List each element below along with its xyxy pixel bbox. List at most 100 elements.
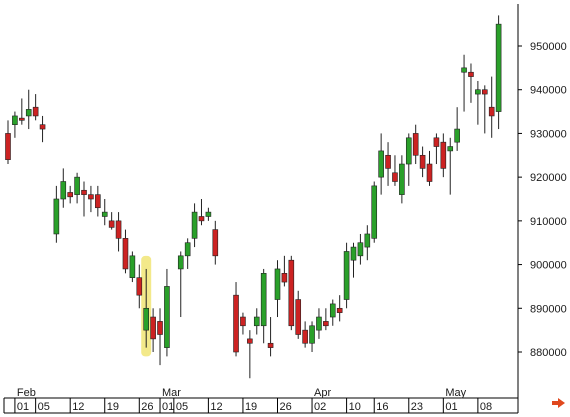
y-tick-label: 900000 (530, 260, 567, 272)
candle (115, 212, 122, 252)
candle (81, 181, 87, 217)
candle-body-down (267, 342, 274, 348)
candle-body-up (274, 268, 281, 300)
candle-body-up (143, 307, 149, 331)
candle-body-down (419, 154, 426, 169)
candle-body-down (392, 172, 398, 182)
candle-body-up (343, 251, 350, 300)
candle (267, 317, 274, 357)
candle (412, 124, 419, 165)
candle (212, 220, 219, 265)
candle-body-down (122, 238, 129, 270)
x-tick-label: 19 (107, 401, 119, 413)
candle (329, 299, 336, 326)
candle-body-up (447, 146, 454, 152)
y-axis: 880000 890000 900000 910000 920000 930000 9400… (518, 41, 567, 359)
x-month-label: Apr (314, 387, 331, 399)
candle (281, 255, 288, 287)
candle-body-up (495, 23, 502, 112)
candle-body-up (309, 325, 315, 344)
x-tick-label: 19 (245, 401, 257, 413)
candle (399, 155, 405, 204)
candle (440, 133, 447, 178)
candle (433, 133, 440, 165)
candle-body-down (385, 154, 391, 169)
y-tick-label: 910000 (530, 216, 567, 228)
candle-body-down (481, 89, 488, 95)
x-month-label: Feb (17, 387, 36, 399)
candle (405, 133, 412, 186)
candle (468, 63, 474, 103)
candle-body-up (191, 211, 198, 239)
candle (5, 120, 11, 165)
candle (343, 242, 350, 309)
candle-body-up (350, 246, 357, 261)
candle (191, 203, 198, 248)
candle (461, 54, 467, 112)
candle-body-up (260, 273, 267, 327)
candle (198, 199, 205, 226)
candle-body-down (488, 106, 495, 117)
candle-body-down (440, 141, 447, 169)
candle (122, 229, 129, 274)
candle-body-down (281, 273, 288, 283)
candle (309, 321, 315, 352)
candle-body-up (461, 67, 467, 73)
candle-body-down (136, 277, 143, 296)
x-tick-label: 01 (17, 401, 29, 413)
candle-body-up (53, 198, 60, 235)
candle-body-up (205, 211, 212, 217)
candle-body-up (164, 286, 170, 348)
candle-body-down (95, 194, 101, 209)
candle (364, 225, 371, 261)
candle-body-down (5, 133, 11, 160)
candle-body-down (67, 192, 73, 198)
candle-body-down (115, 220, 122, 239)
candle (357, 233, 364, 265)
candle-body-down (240, 316, 246, 327)
candle-body-down (39, 124, 46, 130)
candle-body-up (184, 242, 191, 257)
candle (67, 185, 73, 204)
candle (260, 268, 267, 344)
candle-body-up (475, 89, 481, 95)
candle-body-up (357, 242, 364, 257)
candle-body-up (129, 255, 136, 278)
candle (336, 295, 343, 322)
candle (157, 308, 163, 366)
candle-body-down (295, 299, 302, 335)
candle (233, 282, 239, 357)
candle (240, 312, 246, 335)
candle (481, 85, 488, 134)
candle-body-up (454, 128, 460, 143)
candle-body-up (405, 137, 412, 165)
right-arrow-icon[interactable] (552, 398, 565, 408)
x-tick-label: 26 (141, 401, 153, 413)
candle (25, 89, 32, 130)
x-tick-label: 10 (349, 401, 361, 413)
candle-body-down (88, 194, 94, 200)
candle (184, 238, 191, 269)
y-tick-label: 880000 (530, 347, 567, 359)
candle-body-up (25, 109, 32, 117)
candle (129, 251, 136, 283)
candle (323, 308, 329, 331)
x-tick-label: 08 (480, 401, 492, 413)
candle (108, 212, 115, 230)
candle-body-up (12, 115, 18, 125)
x-tick-label: 26 (279, 401, 291, 413)
candle-body-down (150, 316, 156, 340)
candle-body-up (371, 185, 378, 239)
candles-layer (5, 15, 502, 379)
x-tick-label: 23 (411, 401, 423, 413)
candle-body-up (60, 181, 67, 200)
candle-body-up (253, 316, 260, 327)
candle (447, 137, 454, 195)
candle-body-down (336, 307, 343, 313)
candle (295, 290, 302, 339)
candle (454, 107, 460, 151)
candle-body-down (288, 259, 295, 327)
candle-body-down (468, 71, 474, 77)
